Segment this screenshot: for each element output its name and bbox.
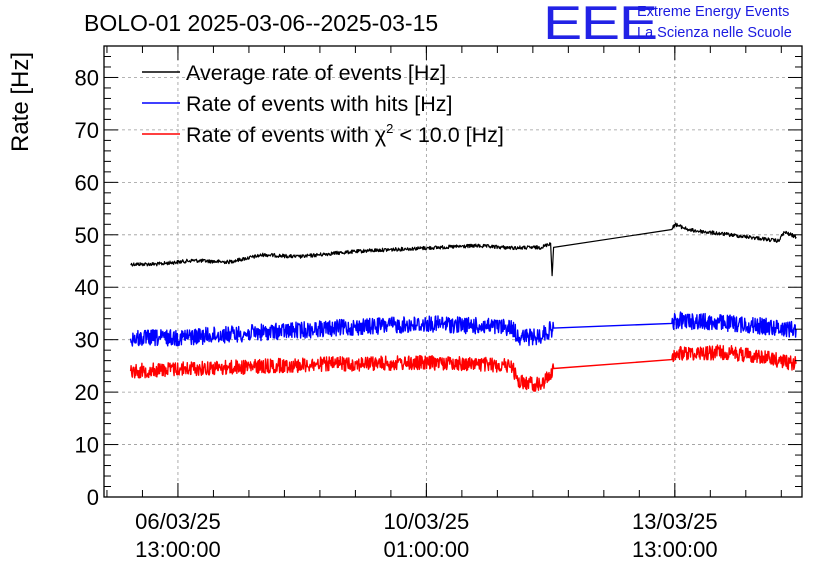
series-layer — [129, 222, 797, 392]
y-tick-label: 40 — [75, 275, 99, 300]
plot-frame — [103, 45, 803, 498]
legend: Average rate of events [Hz] Rate of even… — [142, 61, 504, 147]
x-tick-label-date: 13/03/25 — [632, 509, 718, 534]
series-rate-chi2 — [129, 344, 797, 392]
page-title: BOLO-01 2025-03-06--2025-03-15 — [84, 10, 439, 36]
y-tick-label: 80 — [75, 65, 99, 90]
series-rate-with-hits — [129, 311, 797, 347]
grid-lines — [104, 46, 802, 497]
legend-label-average: Average rate of events [Hz] — [186, 61, 446, 85]
y-tick-label: 10 — [75, 433, 99, 458]
x-tick-label-time: 13:00:00 — [135, 537, 221, 562]
x-tick-label-date: 06/03/25 — [135, 509, 221, 534]
legend-label-hits: Rate of events with hits [Hz] — [186, 92, 452, 116]
legend-chi2-main: Rate of events with χ — [186, 123, 387, 147]
y-tick-label: 70 — [75, 118, 99, 143]
org-name-line2: La Scienza nelle Scuole — [637, 25, 792, 41]
y-axis-label: Rate [Hz] — [7, 52, 34, 152]
y-tick-label: 0 — [87, 485, 99, 510]
x-tick-label-time: 01:00:00 — [384, 537, 470, 562]
legend-chi2-sup: 2 — [386, 121, 393, 136]
eee-logo: EEE — [543, 0, 658, 49]
x-tick-label-time: 13:00:00 — [632, 537, 718, 562]
legend-label-chi2: Rate of events with χ2 < 10.0 [Hz] — [186, 121, 504, 147]
legend-chi2-tail: < 10.0 [Hz] — [393, 123, 504, 147]
x-tick-label-date: 10/03/25 — [384, 509, 470, 534]
y-tick-label: 60 — [75, 170, 99, 195]
y-tick-label: 30 — [75, 328, 99, 353]
y-tick-label: 50 — [75, 223, 99, 248]
axis-ticks: 0 10 20 30 40 50 60 70 80 06/03/25 13:00:00 10/03/2… — [75, 46, 802, 562]
y-tick-label: 20 — [75, 380, 99, 405]
series-average-rate — [130, 222, 797, 277]
org-name-line1: Extreme Energy Events — [637, 4, 790, 20]
